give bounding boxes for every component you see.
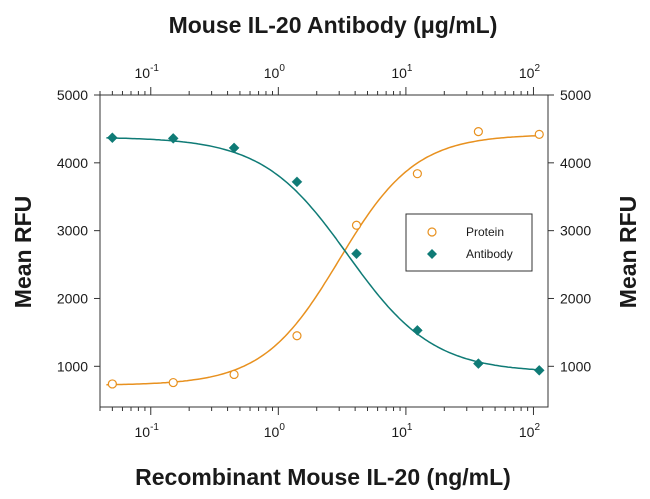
bottom-axis-title: Recombinant Mouse IL-20 (ng/mL) (135, 464, 511, 490)
top-axis-title: Mouse IL-20 Antibody (μg/mL) (169, 12, 498, 38)
legend-box (405, 213, 533, 272)
legend-label-protein: Protein (466, 225, 504, 239)
data-point-protein (351, 220, 362, 230)
plot-frame (99, 94, 549, 408)
right-y-tick-label: 5000 (560, 87, 591, 103)
bottom-x-tick-label: 10-1 (135, 422, 160, 440)
top-x-tick-label: 10-1 (135, 63, 160, 81)
fit-curve-antibody (106, 137, 543, 371)
top-x-tick-label: 100 (264, 63, 286, 81)
data-point-antibody (351, 248, 362, 260)
bottom-x-tick-label: 100 (264, 422, 286, 440)
legend-marker-protein (427, 227, 437, 237)
right-y-tick-label: 3000 (560, 223, 591, 239)
data-point-antibody (228, 142, 240, 154)
left-y-tick-label: 3000 (57, 223, 88, 239)
left-axis-title: Mean RFU (10, 196, 36, 308)
left-y-tick-label: 5000 (57, 87, 88, 103)
legend-marker-antibody (427, 249, 437, 259)
top-x-tick-label: 102 (519, 63, 541, 81)
data-point-antibody (473, 358, 484, 369)
left-y-tick-label: 1000 (57, 358, 88, 374)
data-point-protein (292, 331, 302, 341)
data-point-protein (473, 127, 483, 137)
data-points-layer (107, 127, 545, 389)
data-point-protein (107, 379, 117, 389)
data-point-antibody (291, 176, 303, 188)
axes-layer: 1000 1000 2000 2000 3000 3000 4000 4000 5000 5000… (57, 63, 592, 440)
top-x-tick-label: 101 (391, 63, 413, 81)
data-point-protein (412, 169, 422, 179)
data-point-antibody (107, 132, 118, 144)
right-y-tick-label: 2000 (560, 290, 591, 306)
data-point-antibody (412, 325, 423, 336)
left-y-tick-label: 4000 (57, 155, 88, 171)
right-axis-title: Mean RFU (615, 196, 641, 308)
bottom-x-tick-label: 102 (519, 422, 541, 440)
fit-curves-layer (106, 134, 543, 386)
right-y-tick-label: 1000 (560, 358, 591, 374)
data-point-antibody (533, 365, 545, 376)
fit-curve-protein (106, 134, 543, 386)
legend-label-antibody: Antibody (466, 247, 513, 261)
data-point-protein (168, 377, 178, 388)
data-point-antibody (167, 133, 179, 144)
right-y-tick-label: 4000 (560, 155, 591, 171)
bottom-x-tick-label: 101 (391, 422, 413, 440)
legend: Protein Antibody (405, 213, 533, 272)
left-y-tick-label: 2000 (57, 290, 88, 306)
data-point-protein (229, 369, 239, 380)
data-point-protein (534, 129, 544, 139)
